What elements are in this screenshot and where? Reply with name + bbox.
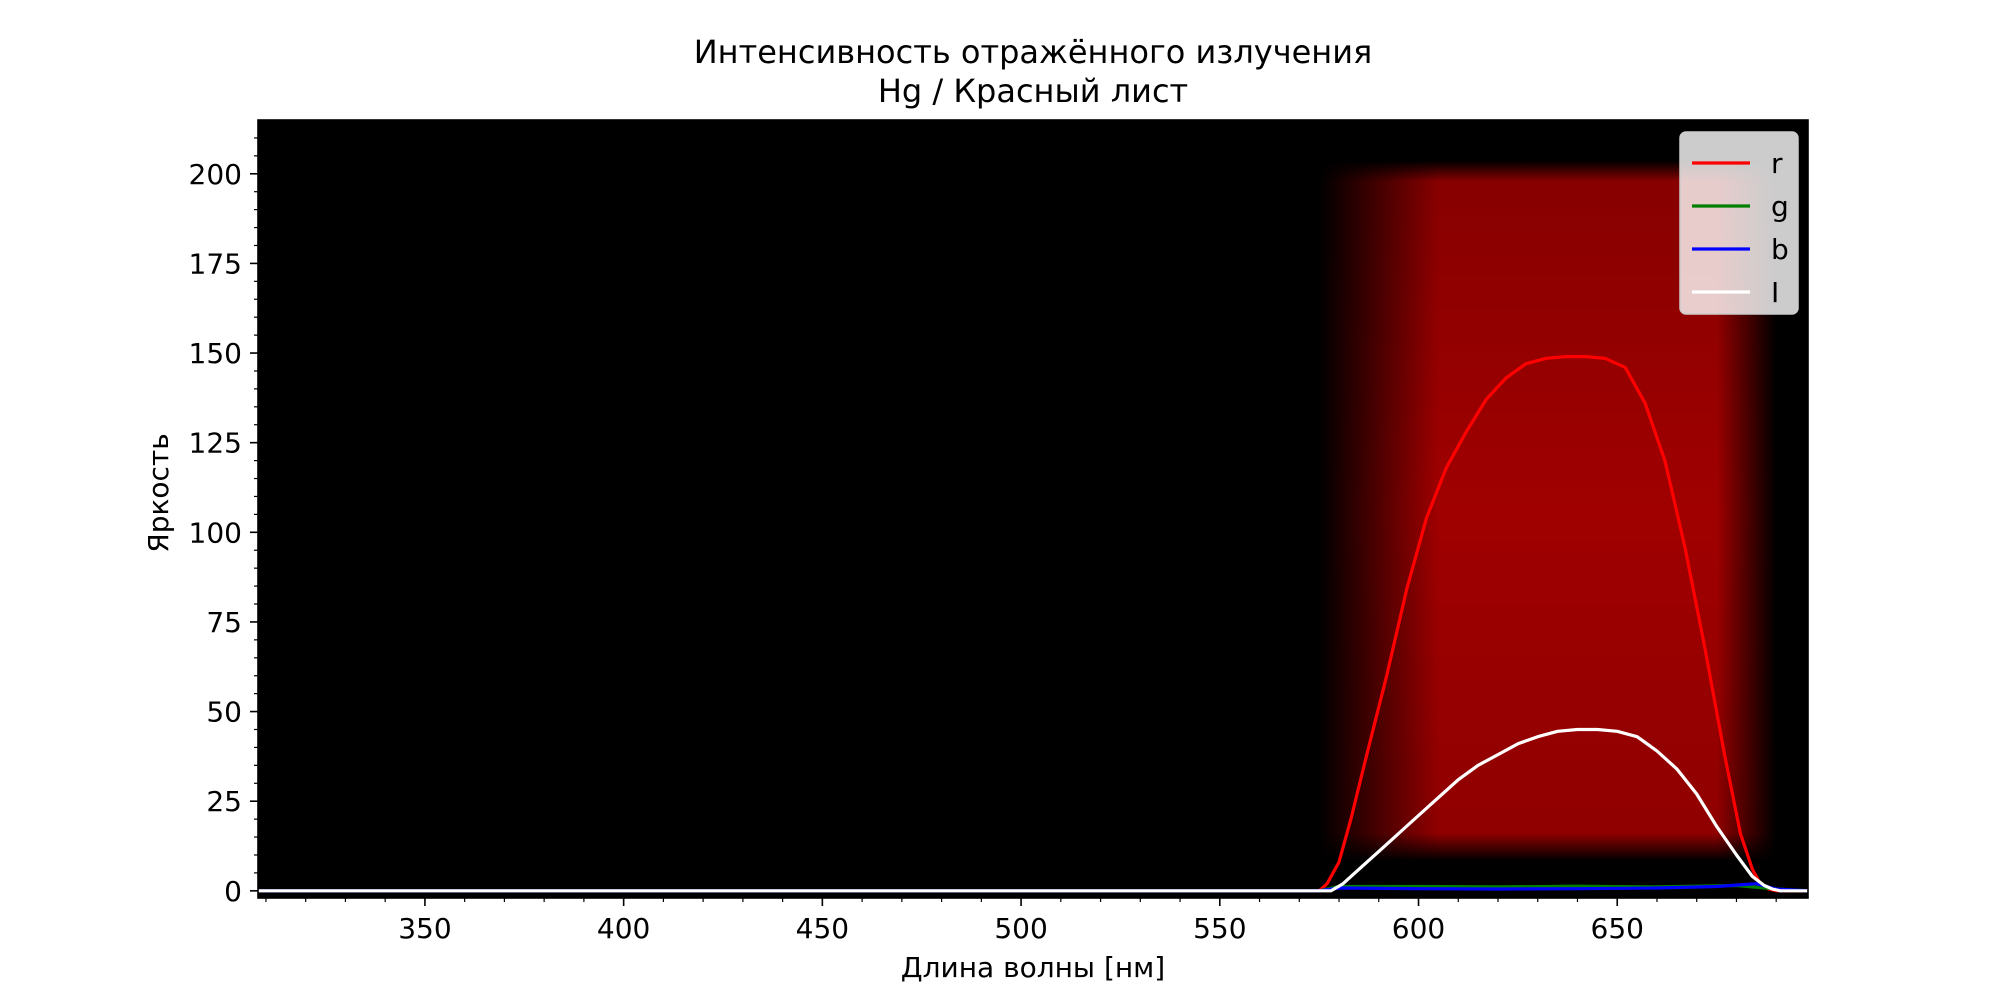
legend-label-g: g (1771, 190, 1789, 223)
y-tick-label-175: 175 (189, 247, 242, 280)
y-tick-label-25: 25 (206, 785, 242, 818)
y-tick-label-100: 100 (189, 516, 242, 549)
x-tick-label-400: 400 (597, 912, 650, 945)
y-tick-label-0: 0 (224, 875, 242, 908)
y-tick-label-200: 200 (189, 158, 242, 191)
legend-label-b: b (1771, 233, 1789, 266)
y-tick-label-75: 75 (206, 606, 242, 639)
y-axis-label: Яркость (142, 433, 175, 552)
plot-frame (257, 119, 1809, 899)
x-tick-label-600: 600 (1392, 912, 1445, 945)
x-axis-label: Длина волны [нм] (901, 951, 1165, 984)
x-tick-label-350: 350 (398, 912, 451, 945)
y-tick-label-50: 50 (206, 696, 242, 729)
legend-label-r: r (1771, 147, 1783, 180)
series-r-line (258, 355, 1808, 893)
legend-label-I: I (1771, 276, 1779, 309)
chart-subtitle: Hg / Красный лист (878, 72, 1188, 110)
legend-box (1679, 131, 1799, 315)
y-tick-label-125: 125 (189, 427, 242, 460)
x-tick-label-650: 650 (1591, 912, 1644, 945)
x-tick-label-550: 550 (1193, 912, 1246, 945)
series-I-line (258, 727, 1808, 893)
x-tick-label-500: 500 (994, 912, 1047, 945)
x-tick-label-450: 450 (796, 912, 849, 945)
series-lines (258, 355, 1808, 893)
y-axis: 0 25 50 75 100 125 150 175 200 (189, 137, 258, 908)
y-tick-label-150: 150 (189, 337, 242, 370)
x-axis: 350 400 450 500 550 600 650 (265, 898, 1777, 945)
chart-title: Интенсивность отражённого излучения (694, 33, 1373, 71)
